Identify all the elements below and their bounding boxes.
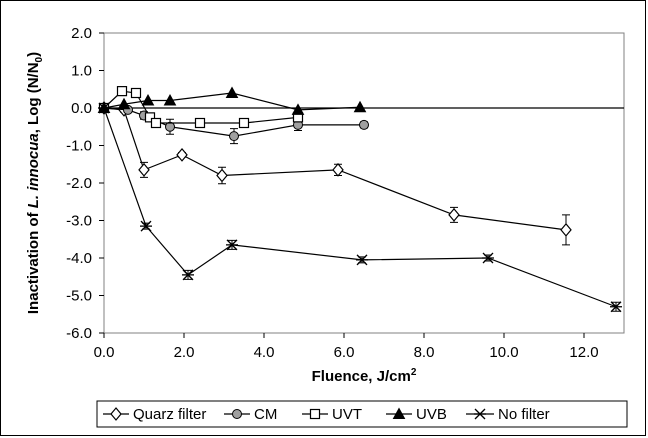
data-point-cm: [165, 121, 175, 132]
y-tick-label: -4.0: [66, 250, 92, 267]
data-point-quarz-filter: [216, 168, 228, 183]
data-point-uvt: [130, 87, 142, 99]
data-point-uvb: [291, 103, 305, 115]
legend-item-uvt: UVT: [302, 406, 362, 423]
y-axis-title: Inactivation of L. innocua, Log (N/N0): [25, 52, 45, 314]
data-point-uvb: [141, 93, 155, 106]
legend-label: UVT: [332, 406, 362, 423]
data-point-uvt: [116, 86, 128, 97]
legend: Quarz filter CM UVT UVB No filter: [96, 400, 628, 428]
axes: 2.01.00.0-1.0-2.0-3.0-4.0-5.0-6.00.0 2.0 4…: [25, 25, 625, 385]
legend-label: No filter: [498, 406, 550, 423]
y-tick-label: -1.0: [66, 138, 92, 155]
data-point-uvt: [150, 117, 162, 129]
legend-item-no-filter: No filter: [466, 406, 550, 423]
data-point-uvt: [144, 112, 156, 123]
x-axis-title: Fluence, J/cm2: [312, 367, 417, 385]
data-point-no-filter: [610, 301, 622, 313]
y-tick-label: 1.0: [71, 63, 92, 80]
y-tick-label: -2.0: [66, 175, 92, 192]
data-point-quarz-filter: [176, 147, 188, 162]
legend-swatch-marker: [232, 409, 242, 419]
legend-label: UVB: [416, 406, 447, 423]
x-tick-label: 12.0: [569, 344, 598, 361]
legend-box: [96, 400, 628, 428]
legend-label: Quarz filter: [133, 406, 206, 423]
series-line-quarz-filter: [103, 107, 567, 231]
legend-swatch-marker: [110, 407, 122, 421]
legend-item-uvb: UVB: [386, 406, 447, 423]
data-point-uvt: [238, 117, 250, 129]
data-point-quarz-filter: [332, 162, 344, 177]
legend-item-quarz-filter: Quarz filter: [103, 406, 206, 423]
y-tick-label: 2.0: [71, 25, 92, 42]
data-point-cm: [229, 131, 239, 142]
data-point-uvb: [225, 86, 239, 98]
data-point-uvt: [194, 117, 206, 129]
data-point-quarz-filter: [448, 207, 460, 222]
data-point-no-filter: [182, 269, 194, 281]
x-tick-label: 0.0: [94, 344, 115, 361]
y-tick-label: -3.0: [66, 213, 92, 230]
data-point-no-filter: [356, 254, 368, 266]
y-tick-label: -5.0: [66, 288, 92, 305]
x-tick-label: 10.0: [489, 344, 518, 361]
y-tick-label: -6.0: [66, 325, 92, 342]
data-series: [97, 86, 622, 313]
data-point-no-filter: [98, 102, 110, 114]
data-point-cm: [359, 119, 369, 130]
x-tick-label: 8.0: [414, 344, 435, 361]
x-tick-label: 6.0: [334, 344, 355, 361]
data-point-uvb: [117, 97, 131, 110]
x-tick-label: 2.0: [174, 344, 195, 361]
data-point-no-filter: [226, 239, 238, 251]
legend-swatch-marker: [392, 407, 406, 419]
data-point-uvb: [163, 93, 177, 106]
legend-swatch-marker: [309, 408, 321, 420]
series-no-filter: [98, 102, 622, 313]
plot-area: [103, 32, 625, 334]
y-tick-label: 0.0: [71, 100, 92, 117]
data-point-uvb: [353, 100, 367, 113]
data-point-quarz-filter: [560, 222, 572, 237]
x-tick-label: 4.0: [254, 344, 275, 361]
data-point-no-filter: [482, 252, 494, 264]
legend-label: CM: [254, 406, 277, 423]
legend-swatch-marker: [474, 408, 486, 420]
legend-item-cm: CM: [224, 406, 277, 423]
series-line-no-filter: [103, 107, 617, 308]
series-uvb: [97, 86, 367, 115]
data-point-quarz-filter: [138, 162, 150, 177]
data-point-no-filter: [140, 220, 152, 232]
